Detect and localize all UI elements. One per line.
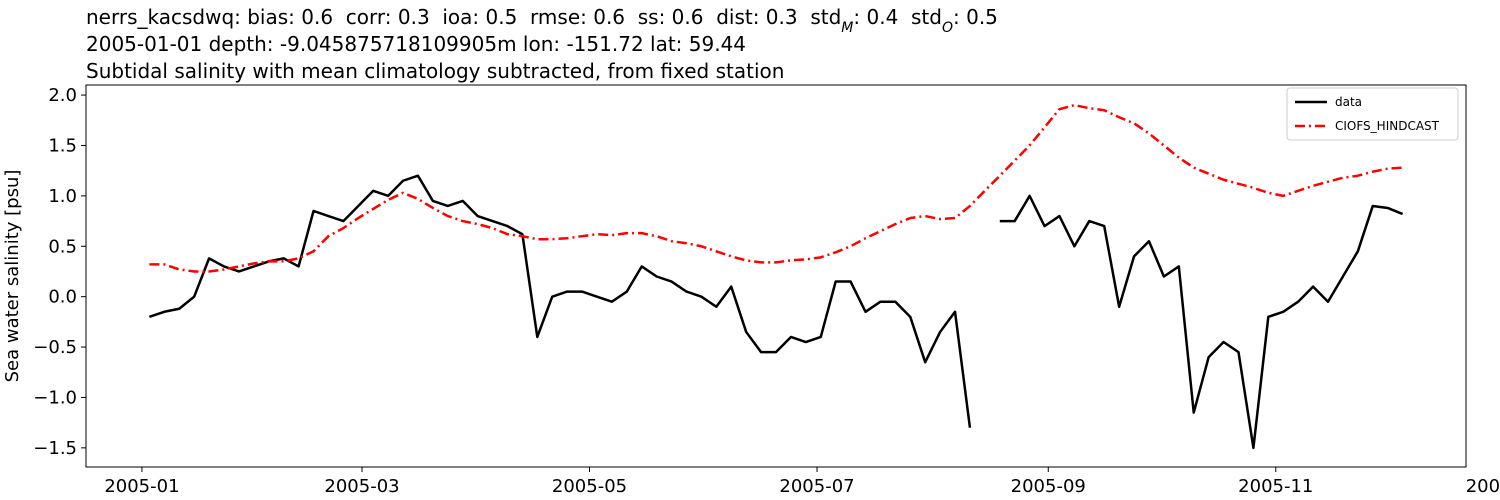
legend-label: CIOFS_HINDCAST bbox=[1335, 119, 1440, 133]
y-tick-label: −1.5 bbox=[33, 438, 77, 459]
title-subscript: O bbox=[942, 20, 953, 36]
chart-title: nerrs_kacsdwq: bias: 0.6 corr: 0.3 ioa: … bbox=[86, 5, 998, 36]
plot-frame bbox=[85, 84, 1467, 468]
chart-subtitle: 2005-01-01 depth: -9.045875718109905m lo… bbox=[86, 32, 746, 56]
y-tick-label: −1.0 bbox=[33, 387, 77, 408]
y-tick-label: 1.0 bbox=[48, 186, 77, 207]
y-axis-label: Sea water salinity [psu] bbox=[2, 170, 23, 383]
y-tick-label: 1.5 bbox=[48, 135, 77, 156]
x-tick-label: 2005-09 bbox=[1011, 476, 1086, 497]
x-tick-label: 2005-11 bbox=[1238, 476, 1313, 497]
y-tick-label: −0.5 bbox=[33, 337, 77, 358]
title-text: : 0.4 std bbox=[853, 5, 942, 29]
data-line bbox=[149, 174, 1404, 450]
title-text: nerrs_kacsdwq: bias: 0.6 corr: 0.3 ioa: … bbox=[86, 5, 841, 29]
y-tick-label: 2.0 bbox=[48, 85, 77, 106]
data-line bbox=[149, 103, 1403, 273]
x-tick-label: 2005-05 bbox=[552, 476, 627, 497]
y-tick-label: 0.5 bbox=[48, 236, 77, 257]
title-text: : 0.5 bbox=[953, 5, 998, 29]
x-tick-label: 2006-01 bbox=[1466, 476, 1500, 497]
title-subscript: M bbox=[841, 20, 853, 36]
x-tick-label: 2005-07 bbox=[779, 476, 854, 497]
y-tick-label: 0.0 bbox=[48, 287, 77, 308]
legend-label: data bbox=[1335, 95, 1362, 109]
x-tick-label: 2005-03 bbox=[324, 476, 399, 497]
chart-subtitle: Subtidal salinity with mean climatology … bbox=[86, 59, 784, 83]
legend-box bbox=[1286, 87, 1459, 141]
x-tick-label: 2005-01 bbox=[104, 476, 179, 497]
